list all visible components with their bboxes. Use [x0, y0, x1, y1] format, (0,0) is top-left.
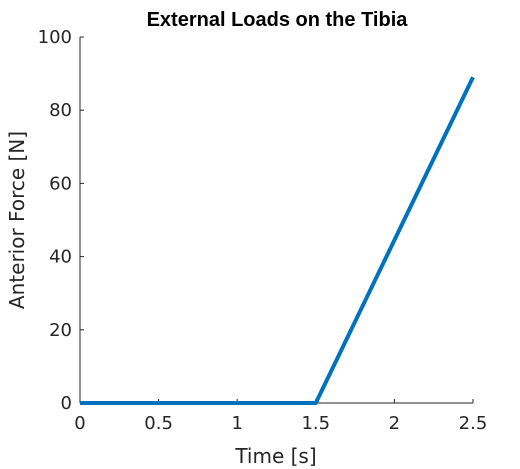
chart-title: External Loads on the Tibia: [147, 9, 409, 31]
y-tick-label: 100: [38, 27, 72, 48]
y-tick-label: 80: [49, 100, 72, 121]
series-line: [80, 76, 475, 405]
series-layer: [80, 76, 475, 405]
x-axis-label: Time [s]: [234, 444, 316, 468]
y-ticks: 0 20 40 60 80 100: [38, 27, 84, 414]
x-tick-label: 0: [74, 413, 85, 434]
y-tick-label: 60: [49, 173, 72, 194]
x-ticks: 0 0.5 1 1.5 2 2.5: [74, 399, 487, 434]
x-tick-label: 1: [231, 413, 242, 434]
x-tick-label: 2: [389, 413, 400, 434]
y-tick-label: 0: [61, 393, 72, 414]
y-tick-label: 40: [49, 247, 72, 268]
y-axis-label: Anterior Force [N]: [5, 131, 29, 309]
x-tick-label: 1.5: [301, 413, 330, 434]
plot-area: [79, 37, 473, 404]
x-tick-label: 2.5: [459, 413, 488, 434]
x-tick-label: 0.5: [144, 413, 173, 434]
y-tick-label: 20: [49, 320, 72, 341]
